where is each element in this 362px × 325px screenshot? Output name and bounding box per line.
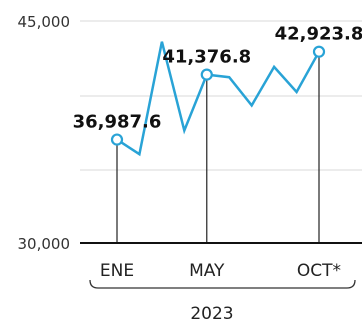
data-markers bbox=[110, 45, 326, 146]
x-tick-labels: ENE MAY OCT* bbox=[100, 261, 341, 281]
x-tick-label: ENE bbox=[100, 261, 134, 281]
data-marker bbox=[200, 68, 213, 81]
data-label: 36,987.6 bbox=[73, 112, 162, 133]
gridlines bbox=[80, 20, 362, 171]
year-bracket bbox=[89, 279, 356, 289]
annotation-stems bbox=[116, 51, 320, 243]
series-line bbox=[116, 41, 321, 157]
year-label: 2023 bbox=[190, 304, 233, 324]
data-marker bbox=[312, 45, 326, 58]
y-tick-label-45000: 45,000 bbox=[18, 13, 71, 31]
data-label: 42,923.8 bbox=[275, 24, 362, 45]
data-label: 41,376.8 bbox=[162, 47, 251, 68]
data-marker bbox=[110, 133, 124, 146]
x-tick-label: MAY bbox=[189, 261, 225, 281]
x-tick-label: OCT* bbox=[297, 261, 341, 281]
data-labels: 36,987.6 41,376.8 42,923.8 bbox=[73, 24, 362, 133]
y-tick-label-30000: 30,000 bbox=[18, 235, 71, 253]
